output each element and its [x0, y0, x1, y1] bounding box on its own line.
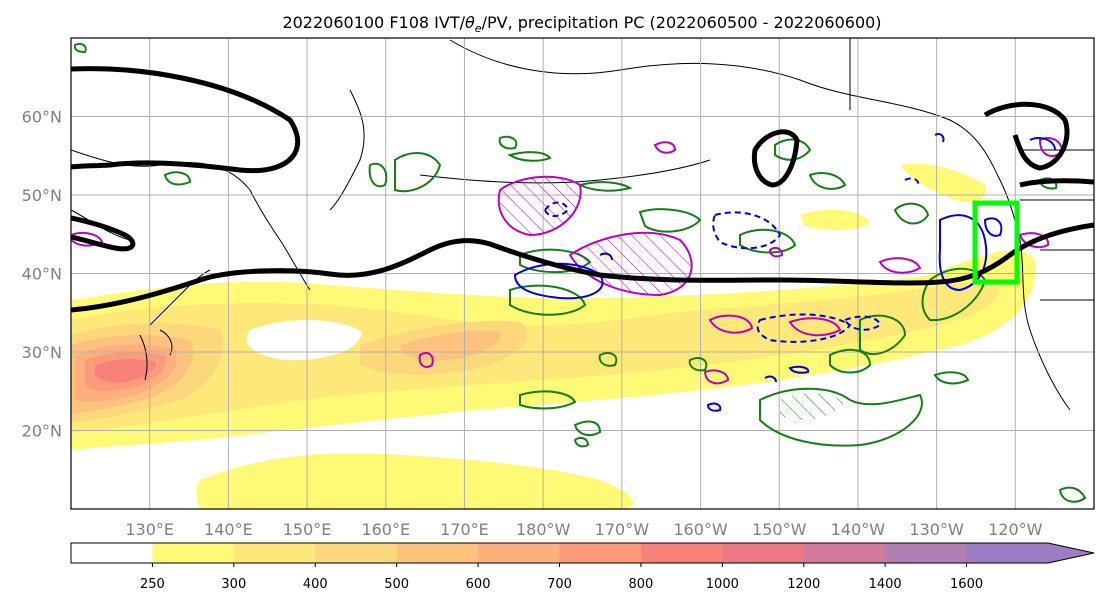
lon-tick-label: 140°E	[204, 520, 253, 539]
lat-tick-label: 50°N	[22, 186, 62, 205]
colorbar-tick-label: 1000	[706, 577, 739, 592]
colorbar-segment	[233, 543, 316, 563]
canada-interior	[849, 38, 1094, 301]
ivt-shading	[71, 163, 1036, 509]
colorbar-segment	[885, 543, 968, 563]
colorbar-tick-label: 300	[221, 577, 246, 592]
colorbar-tick-label: 1200	[787, 577, 820, 592]
colorbar-segment	[966, 543, 1049, 563]
colorbar-tick-label: 700	[547, 577, 572, 592]
colorbar-segment	[559, 543, 642, 563]
colorbar-segment	[152, 543, 235, 563]
colorbar	[70, 542, 1095, 564]
precip-green-hatch	[780, 393, 845, 421]
ivt-band-250-south	[196, 453, 634, 509]
figure-title: 2022060100 F108 IVT/θe/PV, precipitation…	[282, 13, 881, 35]
colorbar-tick-label: 250	[140, 577, 165, 592]
ivt-hole	[246, 320, 362, 361]
lat-tick-label: 60°N	[22, 108, 62, 127]
colorbar-segment	[71, 543, 153, 563]
colorbar-segment	[803, 543, 886, 563]
lon-tick-label: 140°W	[831, 520, 886, 539]
lon-tick-label: 150°E	[283, 520, 332, 539]
map-panel	[71, 38, 1094, 509]
lat-tick-label: 20°N	[22, 422, 62, 441]
colorbar-segment	[722, 543, 805, 563]
colorbar-segment	[315, 543, 398, 563]
colorbar-segment	[640, 543, 723, 563]
colorbar-outline	[70, 542, 1095, 564]
lon-tick-label: 130°E	[125, 520, 174, 539]
colorbar-tick-label: 400	[303, 577, 328, 592]
lat-tick-label: 30°N	[22, 343, 62, 362]
lon-tick-label: 130°W	[909, 520, 964, 539]
colorbar-tick-label: 500	[384, 577, 409, 592]
lon-tick-labels: 130°E 140°E 150°E 160°E 170°E 180°W 170°W 160°W…	[125, 520, 1042, 539]
lon-tick-label: 150°W	[752, 520, 807, 539]
lat-tick-labels: 20°N 30°N 40°N 50°N 60°N	[22, 108, 62, 441]
bering-alaska	[449, 39, 1071, 411]
map-frame	[70, 37, 1095, 510]
lon-tick-label: 180°W	[516, 520, 571, 539]
ivt-black-contours	[71, 66, 1094, 313]
colorbar-tick-label: 1600	[950, 577, 983, 592]
kamchatka	[329, 89, 365, 211]
lon-tick-label: 160°E	[361, 520, 410, 539]
ivt-band-250-north	[900, 163, 986, 202]
lon-tick-label: 170°E	[440, 520, 489, 539]
ivt-band-300	[71, 282, 1000, 432]
colorbar-tick-labels: 250 300 400 500 600 700 800 1000 1200 1400 1600	[140, 563, 983, 592]
colorbar-extend-arrow	[1048, 543, 1094, 563]
colorbar-tick-label: 600	[466, 577, 491, 592]
aleutians	[419, 159, 711, 184]
lon-tick-label: 160°W	[673, 520, 728, 539]
ivt-band-800	[95, 358, 155, 383]
lon-tick-label: 170°W	[595, 520, 650, 539]
colorbar-segment	[396, 543, 479, 563]
target-region-box	[972, 200, 1020, 285]
ivt-band-250-mid	[800, 209, 870, 231]
colorbar-tick-label: 1400	[869, 577, 902, 592]
lat-tick-label: 40°N	[22, 265, 62, 284]
colorbar-tick-label: 800	[629, 577, 654, 592]
colorbar-segment	[478, 543, 560, 563]
lon-tick-label: 120°W	[988, 520, 1043, 539]
